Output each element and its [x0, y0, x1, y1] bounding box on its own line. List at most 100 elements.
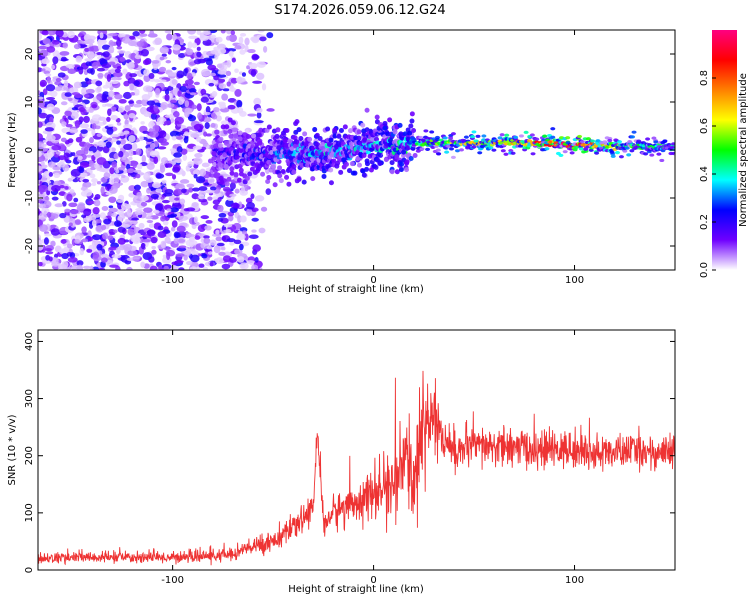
ridge-blob: [659, 158, 665, 163]
noise-blob: [114, 68, 121, 73]
noise-blob: [178, 245, 187, 249]
ridge-blob: [488, 146, 494, 150]
noise-blob: [177, 90, 182, 97]
noise-blob: [217, 204, 224, 213]
noise-blob: [100, 186, 105, 195]
noise-blob: [182, 83, 189, 87]
noise-blob: [140, 180, 149, 188]
snr-xtick-label: -100: [161, 575, 184, 586]
noise-blob: [52, 166, 62, 171]
noise-blob: [65, 123, 73, 128]
noise-blob: [67, 138, 74, 144]
noise-blob: [233, 239, 242, 245]
noise-blob: [171, 66, 177, 71]
noise-blob: [246, 201, 255, 210]
noise-blob: [160, 215, 166, 222]
noise-blob: [134, 88, 140, 96]
ridge-blob: [412, 152, 418, 158]
noise-blob: [152, 182, 161, 189]
noise-blob: [253, 120, 264, 124]
noise-blob: [175, 183, 185, 189]
noise-blob: [201, 162, 210, 168]
noise-blob: [39, 79, 47, 87]
noise-blob: [99, 212, 106, 219]
noise-blob: [90, 67, 95, 75]
ridge-blob: [562, 150, 568, 154]
noise-blob: [83, 147, 89, 155]
noise-blob: [234, 88, 242, 97]
noise-blob: [204, 225, 212, 231]
noise-blob: [161, 179, 167, 184]
noise-blob: [91, 178, 98, 183]
noise-blob: [118, 98, 127, 104]
noise-blob: [53, 172, 61, 179]
ridge-blob: [364, 107, 370, 113]
noise-blob: [64, 158, 69, 162]
ridge-blob: [454, 149, 460, 153]
noise-blob: [71, 152, 76, 157]
noise-blob: [251, 229, 257, 233]
noise-blob: [101, 135, 107, 141]
ridge-blob: [471, 130, 477, 134]
noise-blob: [218, 251, 226, 256]
noise-blob: [123, 130, 130, 135]
noise-blob: [167, 72, 178, 77]
colorbar-gradient: [712, 30, 737, 270]
noise-blob: [126, 266, 133, 270]
noise-blob: [149, 265, 158, 270]
noise-blob: [140, 121, 145, 125]
ridge-blob: [287, 138, 293, 144]
noise-blob: [123, 143, 133, 151]
ridge-blob: [477, 151, 483, 155]
noise-blob: [204, 189, 215, 194]
noise-blob: [138, 222, 145, 229]
noise-blob: [234, 45, 242, 50]
noise-blob: [153, 209, 160, 214]
noise-blob: [166, 33, 173, 41]
noise-blob: [164, 30, 172, 34]
noise-blob: [71, 107, 79, 111]
ridge-blob: [362, 137, 368, 143]
noise-blob: [99, 57, 106, 64]
noise-blob: [52, 56, 59, 65]
ridge-blob: [518, 134, 524, 138]
ridge-blob: [373, 164, 379, 170]
ridge-blob: [227, 117, 233, 123]
noise-blob: [107, 137, 112, 141]
noise-blob: [229, 241, 235, 246]
noise-blob: [203, 237, 211, 244]
noise-blob: [38, 224, 49, 232]
noise-blob: [120, 254, 131, 263]
noise-blob: [213, 46, 220, 51]
noise-blob: [220, 30, 226, 34]
noise-blob: [87, 200, 96, 205]
noise-blob: [101, 63, 112, 69]
noise-blob: [118, 132, 125, 137]
noise-blob: [161, 53, 167, 57]
ridge-blob: [275, 127, 281, 133]
ridge-blob: [550, 127, 556, 131]
noise-blob: [51, 39, 60, 45]
ridge-blob: [387, 138, 393, 144]
noise-blob: [79, 123, 90, 129]
noise-blob: [250, 69, 257, 77]
noise-blob: [217, 217, 224, 222]
noise-blob: [138, 135, 144, 142]
ridge-blob: [471, 145, 477, 149]
noise-blob: [91, 123, 97, 130]
noise-blob: [81, 238, 89, 243]
noise-blob: [200, 88, 207, 96]
ridge-blob: [481, 134, 487, 138]
ridge-blob: [310, 176, 316, 182]
noise-blob: [164, 236, 171, 244]
noise-blob: [40, 175, 47, 183]
noise-blob: [215, 236, 223, 242]
noise-blob: [96, 157, 107, 165]
noise-blob: [80, 129, 88, 134]
ridge-blob: [249, 166, 255, 172]
noise-blob: [197, 224, 206, 232]
ridge-blob: [579, 140, 585, 144]
noise-blob: [69, 128, 79, 134]
noise-blob: [38, 96, 44, 100]
ridge-blob: [258, 127, 264, 133]
